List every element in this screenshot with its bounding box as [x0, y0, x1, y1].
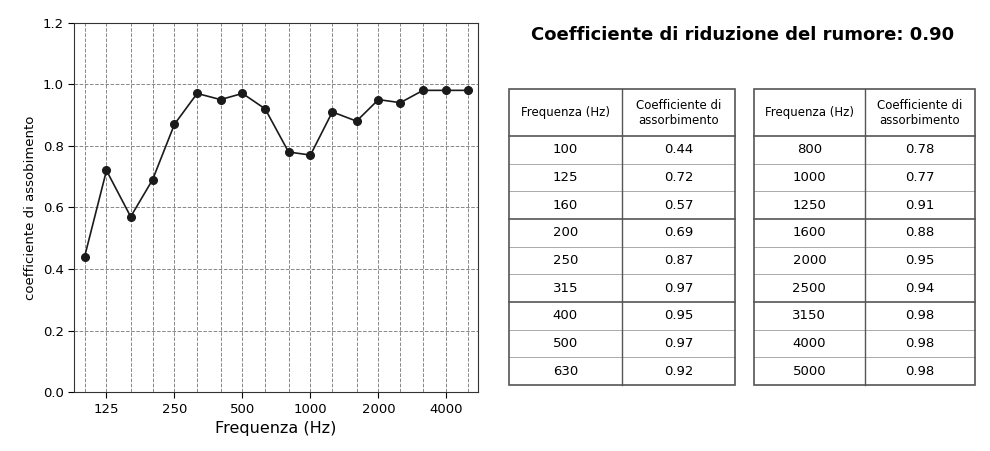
Text: 400: 400 — [552, 309, 578, 322]
Text: 0.77: 0.77 — [905, 171, 935, 184]
Text: 250: 250 — [552, 254, 578, 267]
Text: 0.97: 0.97 — [663, 337, 693, 350]
Text: 500: 500 — [552, 337, 578, 350]
Text: 100: 100 — [552, 143, 578, 156]
Text: 0.78: 0.78 — [905, 143, 935, 156]
X-axis label: Frequenza (Hz): Frequenza (Hz) — [215, 421, 337, 436]
Text: 0.72: 0.72 — [663, 171, 693, 184]
Text: 1250: 1250 — [792, 199, 827, 212]
Text: Coefficiente di
assorbimento: Coefficiente di assorbimento — [877, 99, 962, 127]
Text: 1600: 1600 — [793, 226, 826, 239]
Text: 125: 125 — [552, 171, 578, 184]
Text: 0.94: 0.94 — [906, 282, 935, 295]
Text: 200: 200 — [552, 226, 578, 239]
Text: 0.69: 0.69 — [663, 226, 693, 239]
Bar — [509, 89, 735, 385]
Text: 5000: 5000 — [793, 365, 826, 377]
Text: 1000: 1000 — [793, 171, 826, 184]
Text: Frequenza (Hz): Frequenza (Hz) — [765, 106, 853, 119]
Text: 315: 315 — [552, 282, 578, 295]
Text: 0.44: 0.44 — [663, 143, 693, 156]
Text: 0.57: 0.57 — [663, 199, 693, 212]
Text: 0.92: 0.92 — [663, 365, 693, 377]
Text: Frequenza (Hz): Frequenza (Hz) — [521, 106, 610, 119]
Text: 0.88: 0.88 — [906, 226, 935, 239]
Text: 0.95: 0.95 — [905, 254, 935, 267]
Text: 800: 800 — [797, 143, 822, 156]
Text: 3150: 3150 — [792, 309, 827, 322]
Text: 2500: 2500 — [792, 282, 827, 295]
Text: Coefficiente di
assorbimento: Coefficiente di assorbimento — [636, 99, 721, 127]
Text: 0.98: 0.98 — [906, 337, 935, 350]
Text: 4000: 4000 — [793, 337, 826, 350]
Text: 630: 630 — [552, 365, 578, 377]
Y-axis label: coefficiente di assobimento: coefficiente di assobimento — [24, 115, 38, 299]
Bar — [754, 89, 975, 385]
Text: 0.87: 0.87 — [663, 254, 693, 267]
Text: 0.98: 0.98 — [906, 309, 935, 322]
Text: 160: 160 — [552, 199, 578, 212]
Text: 0.98: 0.98 — [906, 365, 935, 377]
Text: 0.95: 0.95 — [663, 309, 693, 322]
Text: 2000: 2000 — [793, 254, 826, 267]
Text: 0.97: 0.97 — [663, 282, 693, 295]
Text: 0.91: 0.91 — [905, 199, 935, 212]
Text: Coefficiente di riduzione del rumore: 0.90: Coefficiente di riduzione del rumore: 0.… — [531, 26, 953, 44]
